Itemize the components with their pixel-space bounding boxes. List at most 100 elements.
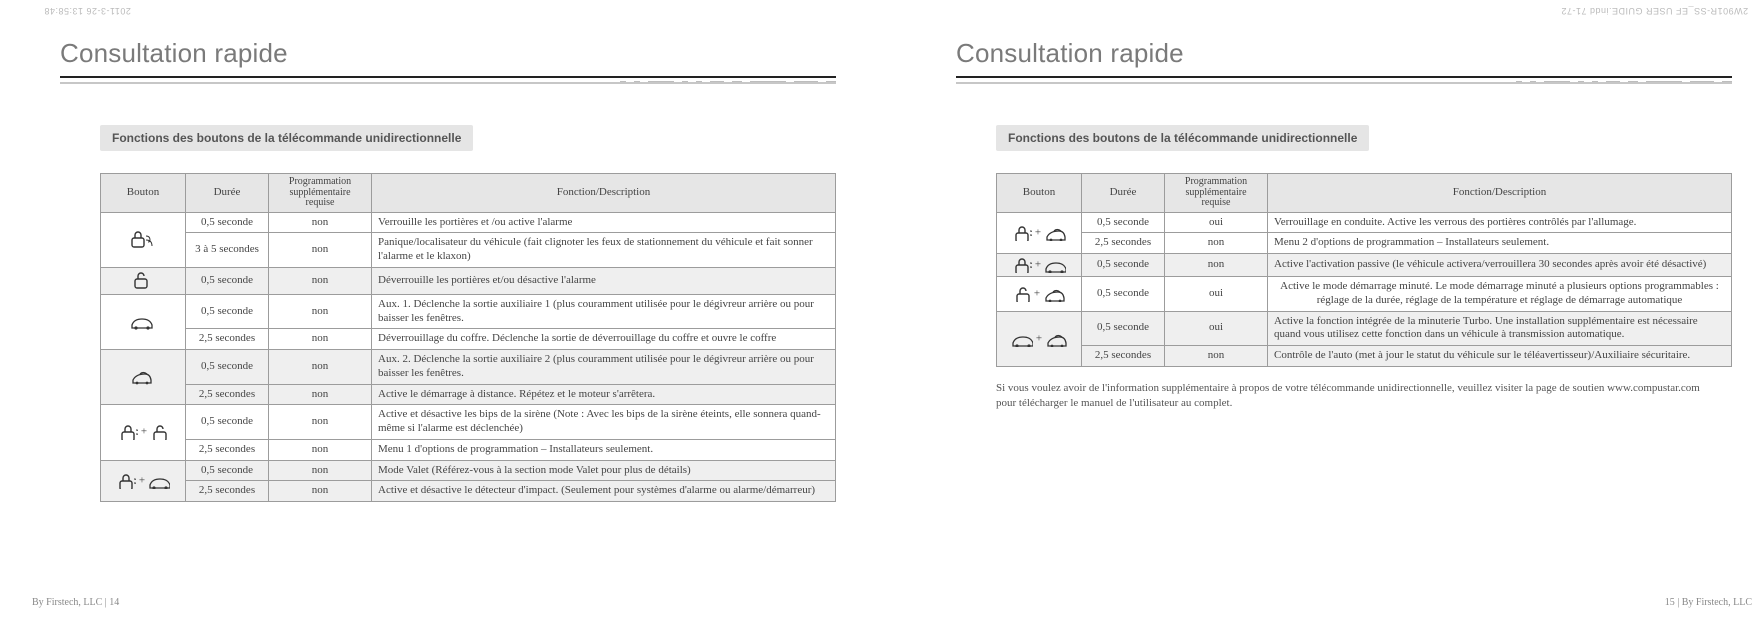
cell-dur: 0,5 seconde bbox=[186, 294, 269, 329]
table-row: + 0,5 seconde oui Active le mode démarra… bbox=[997, 277, 1732, 312]
cell-desc: Déverrouille les portières et/ou désacti… bbox=[372, 267, 836, 294]
th-btn: Bouton bbox=[997, 174, 1082, 213]
cell-dur: 0,5 seconde bbox=[1082, 311, 1165, 346]
cell-dur: 2,5 secondes bbox=[1082, 233, 1165, 254]
footer-left: By Firstech, LLC | 14 bbox=[32, 597, 119, 608]
th-prog: Programmation supplémentaire requise bbox=[269, 174, 372, 213]
plus-icon: + bbox=[1035, 259, 1041, 271]
page-title-right: Consultation rapide bbox=[956, 38, 1732, 69]
cell-desc: Aux. 2. Déclenche la sortie auxiliaire 2… bbox=[372, 350, 836, 385]
btn-icon-car bbox=[101, 294, 186, 349]
cell-prog: non bbox=[269, 329, 372, 350]
btn-icon-unlock bbox=[101, 267, 186, 294]
th-prog: Programmation supplémentaire requise bbox=[1165, 174, 1268, 213]
unlock-icon bbox=[131, 271, 155, 291]
cell-dur: 2,5 secondes bbox=[186, 439, 269, 460]
cell-prog: non bbox=[269, 405, 372, 440]
btn-icon-lock-car: + bbox=[101, 460, 186, 502]
page-left: 2011-3-26 13:58:48 Consultation rapide F… bbox=[0, 0, 896, 634]
table-row: 0,5 seconde non Aux. 1. Déclenche la sor… bbox=[101, 294, 836, 329]
table-row: 0,5 seconde non Verrouille les portières… bbox=[101, 212, 836, 233]
cell-prog: non bbox=[1165, 254, 1268, 277]
table-row: 2,5 secondes non Déverrouillage du coffr… bbox=[101, 329, 836, 350]
print-mark-left: 2011-3-26 13:58:48 bbox=[44, 6, 131, 16]
divider-dashes-left bbox=[448, 73, 836, 91]
cell-desc: Déverrouillage du coffre. Déclenche la s… bbox=[372, 329, 836, 350]
cell-prog: non bbox=[1165, 233, 1268, 254]
cell-desc: Active et désactive le détecteur d'impac… bbox=[372, 481, 836, 502]
unlock-icon bbox=[1013, 286, 1031, 302]
cell-prog: non bbox=[269, 294, 372, 329]
section-label-left: Fonctions des boutons de la télécommande… bbox=[100, 125, 473, 151]
cell-prog: non bbox=[269, 481, 372, 502]
cell-prog: non bbox=[269, 439, 372, 460]
plus-icon: + bbox=[1035, 226, 1041, 238]
cell-prog: non bbox=[269, 267, 372, 294]
cell-desc: Active la fonction intégrée de la minute… bbox=[1268, 311, 1732, 346]
table-right: Bouton Durée Programmation supplémentair… bbox=[996, 173, 1732, 367]
cell-prog: oui bbox=[1165, 212, 1268, 233]
btn-icon-lock-car: + bbox=[997, 254, 1082, 277]
btn-icon-lock-unlock: + bbox=[101, 405, 186, 460]
lock-icon bbox=[1012, 257, 1032, 273]
btn-icon-lock bbox=[101, 212, 186, 267]
cell-desc: Menu 2 d'options de programmation – Inst… bbox=[1268, 233, 1732, 254]
divider-right bbox=[956, 73, 1732, 91]
cell-dur: 3 à 5 secondes bbox=[186, 233, 269, 268]
cell-prog: non bbox=[269, 384, 372, 405]
car-icon bbox=[148, 473, 170, 489]
table-row: 2,5 secondes non Menu 1 d'options de pro… bbox=[101, 439, 836, 460]
table-row: + 0,5 seconde non Active l'activation pa… bbox=[997, 254, 1732, 277]
trunk-icon bbox=[130, 368, 156, 386]
lock-icon bbox=[1012, 225, 1032, 241]
th-dur: Durée bbox=[186, 174, 269, 213]
cell-dur: 0,5 seconde bbox=[186, 267, 269, 294]
cell-dur: 0,5 seconde bbox=[1082, 277, 1165, 312]
cell-dur: 0,5 seconde bbox=[1082, 212, 1165, 233]
print-mark-right: 2W901R-SS_EF USER GUIDE.indd 71-72 bbox=[1561, 6, 1748, 16]
car-icon bbox=[1011, 331, 1033, 347]
cell-desc: Mode Valet (Référez-vous à la section mo… bbox=[372, 460, 836, 481]
divider-left bbox=[60, 73, 836, 91]
btn-icon-car-trunk: + bbox=[997, 311, 1082, 366]
page-title-left: Consultation rapide bbox=[60, 38, 836, 69]
table-row: 2,5 secondes non Contrôle de l'auto (met… bbox=[997, 346, 1732, 367]
th-btn: Bouton bbox=[101, 174, 186, 213]
cell-prog: non bbox=[1165, 346, 1268, 367]
cell-prog: non bbox=[269, 233, 372, 268]
table-row: + 0,5 seconde oui Verrouillage en condui… bbox=[997, 212, 1732, 233]
footer-right: 15 | By Firstech, LLC bbox=[1665, 597, 1752, 608]
btn-icon-trunk bbox=[101, 350, 186, 405]
cell-desc: Verrouille les portières et /ou active l… bbox=[372, 212, 836, 233]
cell-dur: 0,5 seconde bbox=[186, 212, 269, 233]
cell-desc: Panique/localisateur du véhicule (fait c… bbox=[372, 233, 836, 268]
table-row: 2,5 secondes non Menu 2 d'options de pro… bbox=[997, 233, 1732, 254]
cell-desc: Menu 1 d'options de programmation – Inst… bbox=[372, 439, 836, 460]
cell-desc: Verrouillage en conduite. Active les ver… bbox=[1268, 212, 1732, 233]
th-dur: Durée bbox=[1082, 174, 1165, 213]
plus-icon: + bbox=[1034, 287, 1040, 299]
plus-icon: + bbox=[139, 474, 145, 486]
cell-prog: oui bbox=[1165, 277, 1268, 312]
lock-icon bbox=[116, 473, 136, 489]
cell-dur: 0,5 seconde bbox=[186, 460, 269, 481]
divider-dashes-right bbox=[1344, 73, 1732, 91]
cell-dur: 2,5 secondes bbox=[1082, 346, 1165, 367]
car-icon bbox=[1044, 257, 1066, 273]
th-desc: Fonction/Description bbox=[1268, 174, 1732, 213]
cell-dur: 2,5 secondes bbox=[186, 329, 269, 350]
cell-dur: 2,5 secondes bbox=[186, 481, 269, 502]
cell-dur: 0,5 seconde bbox=[186, 350, 269, 385]
page-right: 2W901R-SS_EF USER GUIDE.indd 71-72 Consu… bbox=[896, 0, 1753, 634]
cell-prog: oui bbox=[1165, 311, 1268, 346]
table-row: 3 à 5 secondes non Panique/localisateur … bbox=[101, 233, 836, 268]
th-desc: Fonction/Description bbox=[372, 174, 836, 213]
cell-desc: Active le mode démarrage minuté. Le mode… bbox=[1268, 277, 1732, 312]
unlock-icon bbox=[150, 424, 168, 440]
lock-icon bbox=[128, 230, 158, 250]
cell-desc: Active le démarrage à distance. Répétez … bbox=[372, 384, 836, 405]
trunk-icon bbox=[1043, 286, 1065, 302]
cell-dur: 2,5 secondes bbox=[186, 384, 269, 405]
btn-icon-lock-trunk: + bbox=[997, 212, 1082, 254]
cell-prog: non bbox=[269, 212, 372, 233]
